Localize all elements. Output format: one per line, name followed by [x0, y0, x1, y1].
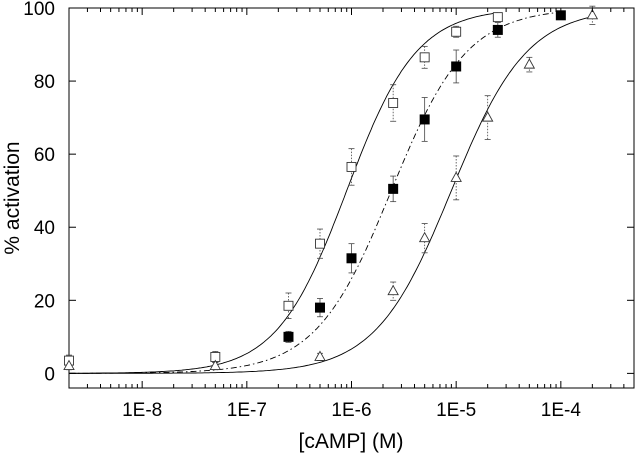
open-square-marker [346, 161, 357, 172]
open-triangle-marker [314, 350, 326, 361]
y-tick-label: 100 [23, 0, 55, 20]
open-square-marker [451, 26, 462, 37]
y-tick-label: 40 [34, 218, 55, 239]
y-tick-label: 0 [44, 364, 55, 385]
filled-square-marker [314, 302, 325, 313]
error-bars [66, 5, 596, 371]
y-tick-label: 20 [34, 291, 55, 312]
x-tick-label: 1E-5 [436, 400, 476, 421]
x-tick-label: 1E-8 [122, 400, 162, 421]
y-tick-label: 80 [34, 72, 55, 93]
open-square-marker [315, 238, 325, 249]
fit-curve-open-triangle [69, 16, 593, 374]
filled-square-marker [492, 24, 503, 35]
filled-square-marker [283, 331, 294, 342]
filled-square-marker [346, 253, 357, 264]
filled-square-marker [419, 114, 430, 125]
open-triangle-marker [209, 359, 222, 371]
fit-curve-open-square [68, 12, 498, 374]
x-axis-label: [cAMP] (M) [299, 430, 404, 453]
open-triangle-marker [63, 359, 75, 371]
fit-curve-filled-square [69, 11, 561, 374]
filled-square-marker [388, 183, 399, 194]
open-square-marker [419, 52, 430, 63]
open-triangle-marker [450, 171, 462, 182]
open-triangle-marker [481, 111, 494, 122]
y-axis-label: % activation [1, 141, 24, 254]
x-tick-label: 1E-7 [227, 400, 267, 421]
open-square-marker [388, 98, 399, 108]
open-triangle-marker [387, 284, 399, 296]
data-markers [63, 8, 599, 371]
open-square-marker [283, 300, 294, 311]
x-tick-label: 1E-4 [541, 400, 582, 421]
x-axis-ticks: 1E-8 1E-7 1E-6 1E-5 1E-4 [68, 8, 635, 421]
open-square-marker [492, 12, 503, 23]
y-axis-ticks: 0 20 40 60 80 100 [23, 0, 634, 385]
plot-frame [68, 7, 635, 389]
open-triangle-marker [586, 8, 599, 20]
y-tick-label: 60 [34, 145, 55, 166]
x-tick-label: 1E-6 [331, 400, 371, 421]
open-triangle-marker [418, 231, 431, 243]
filled-square-marker [451, 61, 462, 72]
fit-curves [68, 11, 593, 374]
open-triangle-marker [523, 58, 536, 69]
